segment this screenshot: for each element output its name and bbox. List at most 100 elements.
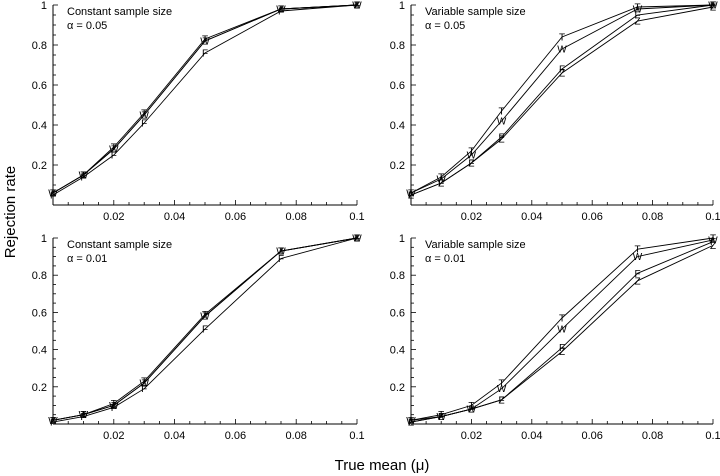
data-marker-W: W [467,151,477,162]
data-marker-Z: Z [111,401,117,412]
data-marker-W: W [406,416,416,427]
panels: 0.2 0.4 0.6 0.8 1 0.02 0.04 0.06 0.08 0.1 Constant… [32,0,720,442]
data-marker-Z: Z [202,37,208,48]
data-marker-F: F [50,191,56,202]
data-marker-Z: Z [50,189,56,200]
data-marker-T: T [50,416,56,427]
data-marker-Z: Z [408,191,414,202]
y-tick-label: 1 [399,233,405,245]
data-marker-F: F [634,11,640,22]
y-tick-label: 0.8 [390,40,405,52]
y-tick-label: 0.6 [390,307,405,319]
data-marker-Z: Z [80,410,86,421]
x-tick-label: 0.08 [285,430,306,442]
x-tick-label: 0.02 [103,211,124,223]
data-marker-F: F [710,1,716,12]
data-marker-W: W [200,312,210,323]
data-marker-T: T [141,109,147,120]
data-marker-W: W [200,37,210,48]
x-tick-label: 0.04 [164,430,185,442]
data-marker-T: T [202,35,208,46]
y-tick-label: 0.2 [32,160,47,172]
panel-title: Variable sample size [425,6,526,18]
data-marker-W: W [79,171,89,182]
data-marker-F: F [141,119,147,130]
data-marker-Z: Z [438,179,444,190]
data-marker-F: F [202,325,208,336]
data-marker-W: W [276,5,286,16]
data-marker-F: F [499,395,505,406]
y-tick-label: 0.2 [390,160,405,172]
data-marker-F: F [499,133,505,144]
data-marker-W: W [467,405,477,416]
data-marker-W: W [633,5,643,16]
y-tick-label: 1 [41,0,47,12]
data-marker-F: F [468,159,474,170]
y-tick-label: 0.2 [32,382,47,394]
data-marker-F: F [278,254,284,265]
series-line-W [52,237,358,421]
data-marker-W: W [497,384,507,395]
data-marker-T: T [111,143,117,154]
data-marker-W: W [276,247,286,258]
data-marker-T: T [408,189,414,200]
data-marker-F: F [80,412,86,423]
y-tick-label: 1 [399,0,405,12]
data-marker-F: F [438,412,444,423]
data-marker-T: T [408,416,414,427]
x-tick-label: 0.02 [461,211,482,223]
x-tick-label: 0.04 [521,211,542,223]
y-tick-label: 0.6 [390,80,405,92]
data-marker-F: F [278,7,284,18]
data-marker-W: W [557,45,567,56]
y-tick-label: 0.2 [390,382,405,394]
y-tick-label: 0.6 [32,307,47,319]
data-marker-T: T [499,107,505,118]
data-marker-Z: Z [80,171,86,182]
data-marker-F: F [559,343,565,354]
data-marker-T: T [80,171,86,182]
data-marker-F: F [354,234,360,245]
data-marker-Z: Z [111,145,117,156]
y-tick-label: 0.4 [32,345,47,357]
data-marker-T: T [111,399,117,410]
data-marker-W: W [139,379,149,390]
data-marker-W: W [436,412,446,423]
series-line-T [52,4,358,194]
y-tick-label: 0.6 [32,80,47,92]
panel-subtitle: α = 0.01 [425,253,465,265]
series-line-W [410,4,714,194]
chart-panel-3: 0.2 0.4 0.6 0.8 1 0.02 0.04 0.06 0.08 0.1 Constant… [32,233,365,442]
data-marker-T: T [559,33,565,44]
y-tick-label: 0.8 [390,270,405,282]
data-marker-W: W [139,111,149,122]
x-tick-label: 0.06 [581,430,602,442]
data-marker-W: W [633,252,643,263]
data-marker-F: F [202,49,208,60]
y-tick-label: 0.8 [32,40,47,52]
data-marker-W: W [557,325,567,336]
chart-panel-4: 0.2 0.4 0.6 0.8 1 0.02 0.04 0.06 0.08 0.1 Variable… [390,233,720,442]
y-tick-label: 0.8 [32,270,47,282]
data-marker-Z: Z [438,412,444,423]
data-marker-Z: Z [354,1,360,12]
data-marker-F: F [80,173,86,184]
data-marker-T: T [141,377,147,388]
data-marker-T: T [634,245,640,256]
data-marker-W: W [48,416,58,427]
panel-title: Constant sample size [67,6,172,18]
panel-subtitle: α = 0.05 [425,20,465,32]
data-marker-T: T [438,410,444,421]
x-tick-label: 0.06 [581,211,602,223]
data-marker-Z: Z [408,418,414,429]
data-marker-W: W [48,189,58,200]
data-marker-T: T [278,5,284,16]
data-marker-Z: Z [710,241,716,252]
panel-title: Variable sample size [425,239,526,251]
data-marker-F: F [408,418,414,429]
data-marker-T: T [710,234,716,245]
y-axis-label: Rejection rate [2,166,19,259]
data-marker-T: T [80,410,86,421]
data-marker-Z: Z [468,405,474,416]
